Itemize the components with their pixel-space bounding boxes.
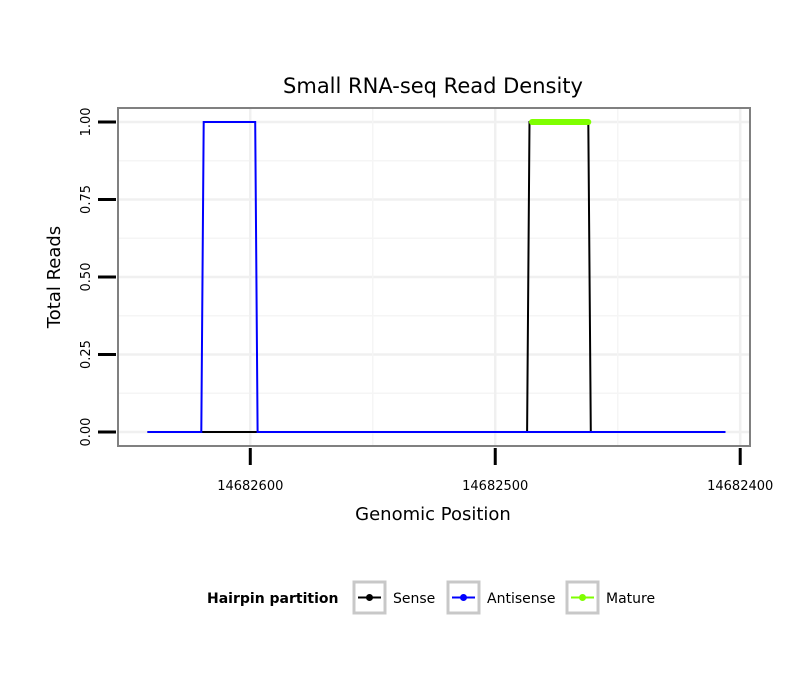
legend-item-mature: Mature bbox=[565, 580, 655, 615]
y-tick-label: 0.00 bbox=[79, 418, 94, 447]
series-line-antisense bbox=[147, 121, 726, 433]
legend-item-antisense: Antisense bbox=[446, 580, 556, 615]
legend-item-sense: Sense bbox=[352, 580, 435, 615]
x-axis: 14682600 14682500 14682400 bbox=[217, 448, 773, 494]
y-tick-label: 1.00 bbox=[79, 107, 94, 136]
legend-label: Antisense bbox=[487, 591, 556, 607]
legend-key-point bbox=[460, 594, 467, 601]
chart-title: Small RNA-seq Read Density bbox=[283, 74, 583, 98]
legend-label: Mature bbox=[606, 591, 655, 607]
legend-label: Sense bbox=[393, 591, 435, 607]
x-axis-title: Genomic Position bbox=[355, 504, 511, 525]
legend-key-box bbox=[565, 580, 600, 615]
series-layer bbox=[147, 119, 726, 433]
x-tick-label: 14682500 bbox=[462, 479, 528, 494]
legend-key-point bbox=[579, 594, 586, 601]
y-axis: 0.00 0.25 0.50 0.75 1.00 bbox=[79, 107, 116, 447]
legend-key-point bbox=[366, 594, 373, 601]
y-tick-label: 0.25 bbox=[79, 340, 94, 369]
x-tick-label: 14682600 bbox=[217, 479, 283, 494]
y-axis-title: Total Reads bbox=[44, 226, 65, 329]
legend: Hairpin partition Sense Antisense Mature bbox=[207, 580, 655, 615]
y-tick-label: 0.50 bbox=[79, 263, 94, 292]
legend-title: Hairpin partition bbox=[207, 591, 338, 607]
x-tick-label: 14682400 bbox=[707, 479, 773, 494]
y-tick-label: 0.75 bbox=[79, 185, 94, 214]
plot-panel-border bbox=[117, 107, 751, 447]
